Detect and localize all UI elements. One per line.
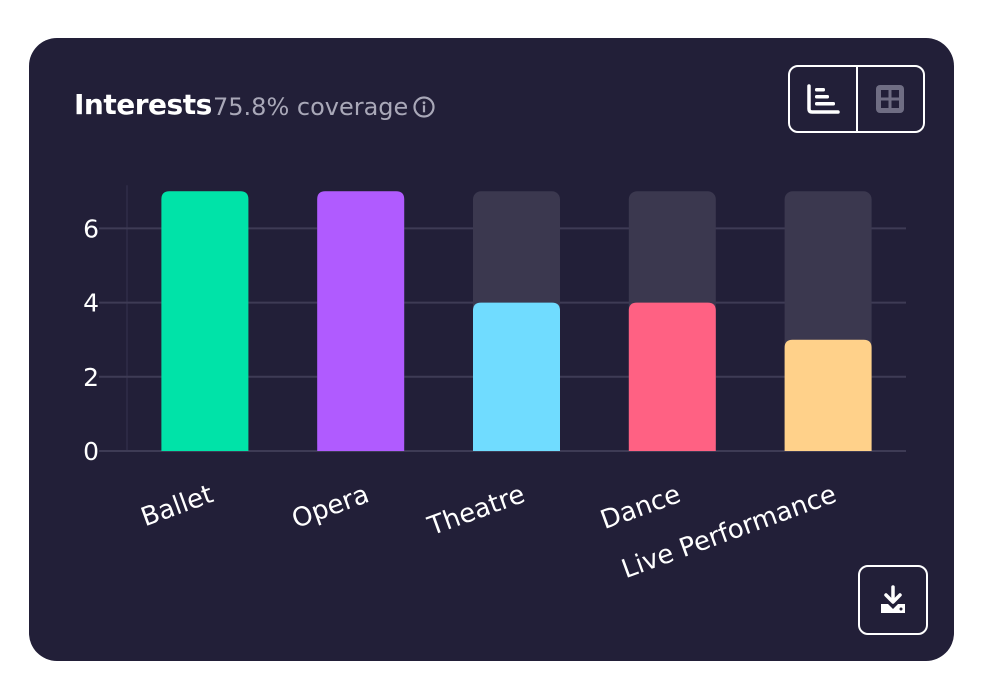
download-button[interactable]	[858, 565, 928, 635]
bar-view-button[interactable]	[790, 67, 856, 131]
y-tick-label: 2	[83, 363, 99, 392]
interests-card: Interests 75.8% coverage 0 2 4 6 Ballet Ope	[29, 38, 954, 661]
y-tick-label: 0	[83, 437, 99, 466]
x-category-label: Ballet	[137, 479, 217, 533]
y-tick-label: 4	[83, 289, 99, 318]
grid-view-icon	[876, 85, 905, 113]
bar-ballet	[161, 191, 249, 452]
x-category-label: Dance	[597, 479, 685, 535]
bar-live-performance	[784, 339, 872, 451]
download-icon	[881, 585, 905, 613]
x-category-label: Theatre	[423, 479, 529, 542]
info-circle-icon[interactable]	[413, 96, 435, 118]
bar-opera	[317, 191, 405, 452]
card-title: Interests	[74, 88, 212, 121]
y-tick-label: 6	[83, 214, 99, 243]
grid-view-button[interactable]	[855, 67, 924, 131]
view-toggle	[788, 65, 925, 133]
coverage-label: 75.8% coverage	[213, 93, 409, 121]
bar-chart-icon	[807, 84, 840, 114]
bar-dance	[628, 302, 716, 451]
bar-theatre	[473, 302, 560, 451]
x-category-label: Opera	[288, 479, 373, 534]
